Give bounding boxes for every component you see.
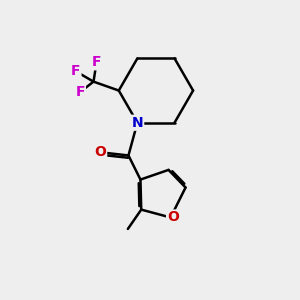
Text: F: F [75,85,85,99]
Text: F: F [92,55,101,69]
Text: O: O [94,146,106,160]
Text: N: N [132,116,143,130]
Text: O: O [167,211,179,224]
Text: F: F [71,64,80,78]
